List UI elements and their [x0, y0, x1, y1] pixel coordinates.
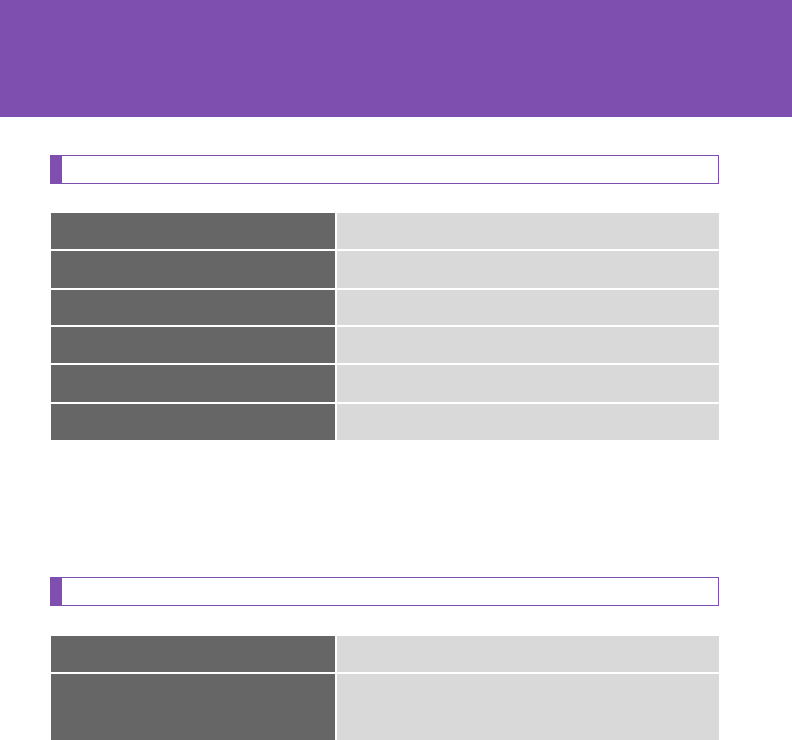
row-label — [51, 674, 335, 740]
table-row — [51, 213, 719, 249]
table-row — [51, 290, 719, 325]
section-accent-bar — [51, 156, 62, 183]
row-value — [337, 404, 719, 440]
section-heading — [50, 577, 719, 606]
row-label — [51, 213, 335, 249]
row-value — [337, 251, 719, 288]
row-label — [51, 290, 335, 325]
row-label — [51, 365, 335, 402]
header-banner — [0, 0, 792, 117]
table-row — [51, 365, 719, 402]
row-label — [51, 404, 335, 440]
section-accent-bar — [51, 578, 62, 605]
row-label — [51, 327, 335, 363]
row-value — [337, 636, 719, 672]
table-row — [51, 327, 719, 363]
row-value — [337, 365, 719, 402]
row-label — [51, 251, 335, 288]
row-label — [51, 636, 335, 672]
row-value — [337, 213, 719, 249]
table-row — [51, 636, 719, 672]
row-value — [337, 327, 719, 363]
table-row — [51, 674, 719, 740]
table-row — [51, 251, 719, 288]
table-row — [51, 404, 719, 440]
section-heading — [50, 155, 719, 184]
row-value — [337, 290, 719, 325]
row-value — [337, 674, 719, 740]
